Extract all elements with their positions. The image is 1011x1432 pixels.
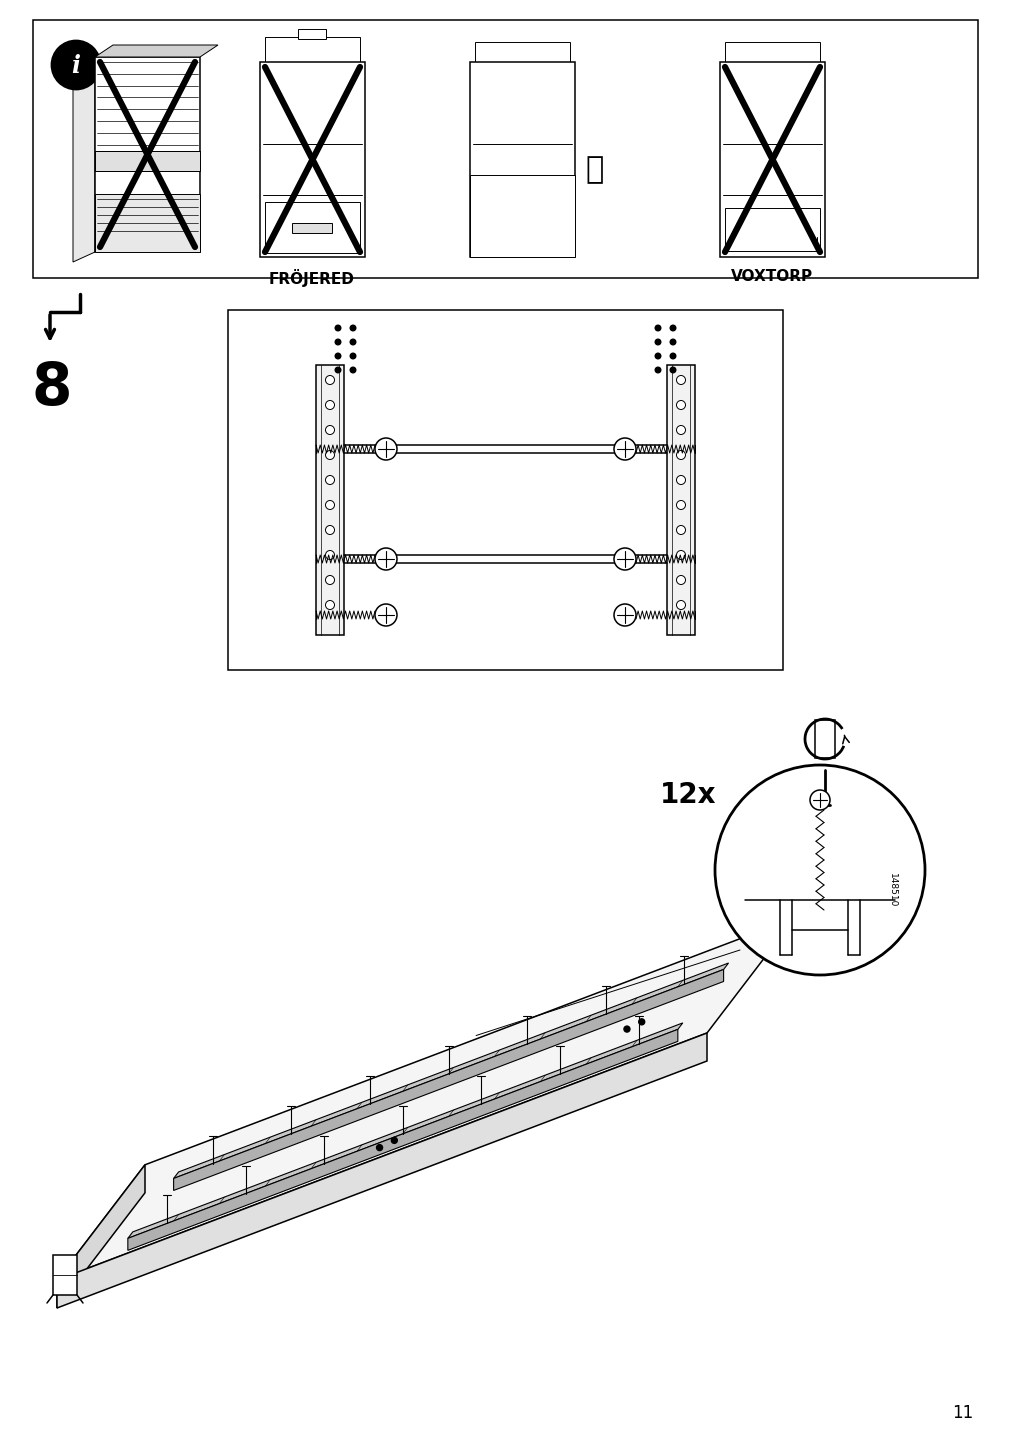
Text: 11: 11: [951, 1403, 973, 1422]
Circle shape: [335, 354, 341, 359]
Polygon shape: [73, 49, 95, 262]
Bar: [227, 309, 783, 670]
Bar: [33, 20, 977, 278]
Bar: [469, 62, 574, 256]
Bar: [95, 193, 200, 252]
Circle shape: [376, 1144, 382, 1151]
Text: 12x: 12x: [659, 780, 716, 809]
Circle shape: [675, 375, 684, 385]
Circle shape: [326, 475, 335, 484]
Circle shape: [809, 790, 829, 811]
Circle shape: [624, 1027, 629, 1032]
Circle shape: [335, 367, 341, 372]
Circle shape: [669, 354, 675, 359]
Circle shape: [326, 576, 335, 584]
Circle shape: [614, 548, 635, 570]
Bar: [719, 62, 824, 256]
Bar: [469, 175, 574, 256]
Bar: [95, 57, 200, 252]
Circle shape: [326, 526, 335, 534]
Circle shape: [638, 1018, 644, 1025]
Circle shape: [675, 600, 684, 610]
Circle shape: [375, 604, 396, 626]
Circle shape: [675, 526, 684, 534]
Circle shape: [654, 325, 660, 331]
Bar: [474, 42, 569, 62]
Text: VOXTORP: VOXTORP: [730, 269, 812, 284]
Polygon shape: [95, 44, 217, 57]
Bar: [265, 37, 360, 62]
Circle shape: [614, 438, 635, 460]
Circle shape: [675, 451, 684, 460]
Circle shape: [391, 1137, 397, 1143]
Circle shape: [326, 425, 335, 434]
Polygon shape: [127, 1030, 677, 1250]
Circle shape: [675, 501, 684, 510]
Circle shape: [52, 42, 100, 89]
Circle shape: [335, 339, 341, 345]
Circle shape: [669, 325, 675, 331]
Bar: [724, 42, 819, 62]
Circle shape: [669, 367, 675, 372]
Circle shape: [675, 475, 684, 484]
Bar: [260, 62, 365, 256]
Circle shape: [375, 548, 396, 570]
Circle shape: [326, 401, 335, 410]
Bar: [297, 29, 326, 39]
Circle shape: [350, 339, 356, 345]
Polygon shape: [57, 1164, 145, 1307]
Polygon shape: [57, 918, 795, 1280]
Circle shape: [654, 367, 660, 372]
Circle shape: [675, 550, 684, 560]
Circle shape: [675, 401, 684, 410]
Circle shape: [675, 425, 684, 434]
Circle shape: [335, 325, 341, 331]
Bar: [814, 720, 834, 758]
Bar: [666, 365, 695, 634]
Circle shape: [350, 367, 356, 372]
Text: 8: 8: [31, 359, 72, 417]
Circle shape: [614, 604, 635, 626]
Polygon shape: [174, 969, 723, 1190]
Bar: [315, 365, 344, 634]
Circle shape: [326, 501, 335, 510]
Text: 148510: 148510: [887, 874, 896, 908]
Polygon shape: [127, 1022, 682, 1239]
Polygon shape: [174, 962, 728, 1179]
Circle shape: [654, 354, 660, 359]
Bar: [95, 150, 200, 170]
Text: ✋: ✋: [585, 155, 604, 183]
Text: FRÖJERED: FRÖJERED: [269, 269, 355, 286]
Circle shape: [326, 600, 335, 610]
Bar: [265, 202, 360, 253]
Circle shape: [326, 550, 335, 560]
Circle shape: [675, 576, 684, 584]
Circle shape: [350, 354, 356, 359]
Circle shape: [669, 339, 675, 345]
Bar: [724, 208, 819, 251]
Circle shape: [715, 765, 924, 975]
Circle shape: [326, 375, 335, 385]
Polygon shape: [57, 1032, 707, 1307]
Circle shape: [350, 325, 356, 331]
Text: i: i: [72, 54, 81, 77]
Bar: [53, 1254, 77, 1295]
Bar: [292, 223, 332, 233]
Circle shape: [375, 438, 396, 460]
Circle shape: [654, 339, 660, 345]
Circle shape: [326, 451, 335, 460]
